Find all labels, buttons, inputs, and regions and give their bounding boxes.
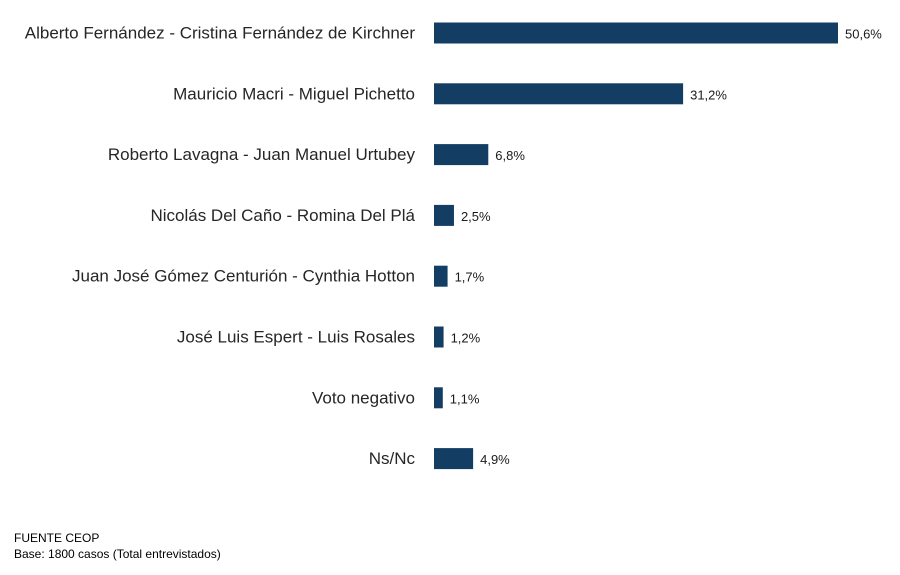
chart-footer: FUENTE CEOP Base: 1800 casos (Total entr… — [14, 530, 221, 562]
bar — [434, 326, 444, 348]
category-label: Juan José Gómez Centurión - Cynthia Hott… — [72, 267, 415, 286]
bar — [434, 265, 448, 287]
category-label: José Luis Espert - Luis Rosales — [177, 328, 415, 347]
value-label: 1,2% — [451, 331, 481, 346]
category-label: Ns/Nc — [369, 449, 416, 468]
value-label: 2,5% — [461, 209, 491, 224]
value-label: 31,2% — [690, 87, 727, 102]
value-label: 1,1% — [450, 391, 480, 406]
bar — [434, 387, 443, 409]
category-label: Roberto Lavagna - Juan Manuel Urtubey — [108, 145, 416, 164]
bar — [434, 144, 489, 166]
category-label: Alberto Fernández - Cristina Fernández d… — [25, 24, 416, 43]
bar — [434, 83, 684, 105]
value-label: 6,8% — [495, 148, 525, 163]
bar — [434, 204, 454, 226]
category-label: Voto negativo — [312, 388, 415, 407]
base-note: Base: 1800 casos (Total entrevistados) — [14, 547, 221, 561]
bar — [434, 448, 474, 470]
value-label: 4,9% — [480, 452, 510, 467]
value-label: 1,7% — [455, 270, 485, 285]
value-label: 50,6% — [845, 27, 882, 42]
category-label: Mauricio Macri - Miguel Pichetto — [173, 84, 415, 103]
bar-chart: Alberto Fernández - Cristina Fernández d… — [25, 22, 882, 470]
source-note: FUENTE CEOP — [14, 531, 100, 545]
bar — [434, 22, 838, 44]
category-label: Nicolás Del Caño - Romina Del Plá — [150, 206, 415, 225]
